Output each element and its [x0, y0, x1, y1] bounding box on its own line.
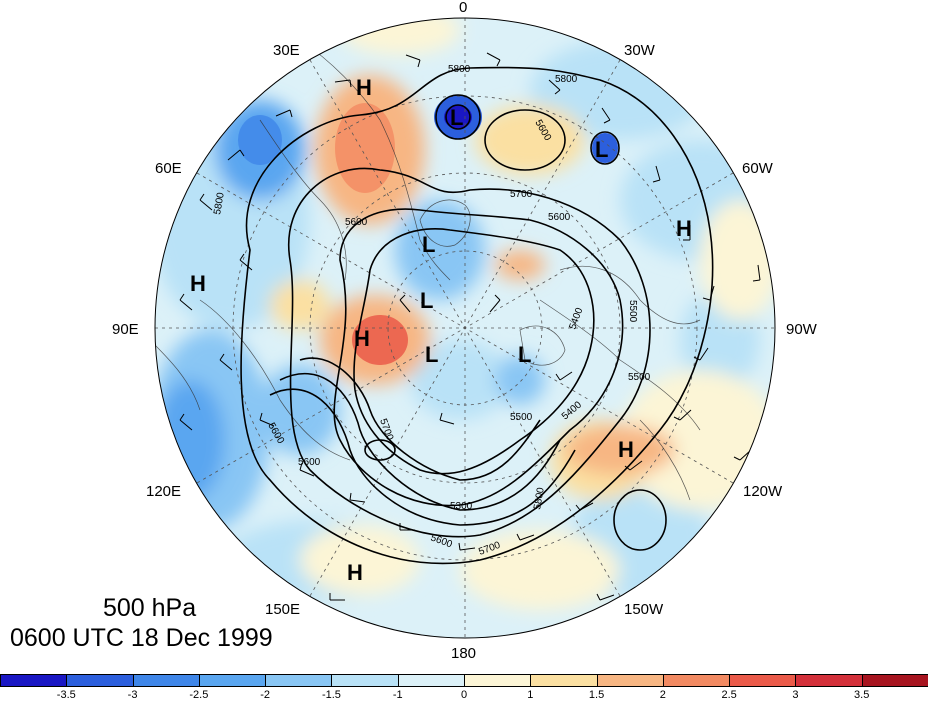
contour-label: 5500	[627, 300, 638, 323]
low-pressure-marker: L	[595, 137, 608, 162]
contour-label: 5800	[555, 74, 578, 85]
colorbar-tick-label: 0	[460, 689, 468, 701]
colorbar: -3.5 -3 -2.5 -2 -1.5 -1 0 1 1.5 2 2.5 3 3.5	[0, 674, 928, 702]
lon-label-60w: 60W	[742, 160, 774, 177]
lon-label-30e: 30E	[273, 42, 300, 59]
pressure-centers: H L L L L H H L H H H L H L	[190, 75, 692, 585]
low-pressure-marker: L	[422, 232, 435, 257]
colorbar-tick-label: -1	[392, 689, 403, 701]
high-pressure-marker: H	[347, 560, 363, 585]
high-pressure-marker: H	[618, 437, 634, 462]
colorbar-swatch	[397, 674, 465, 687]
contour-label: 5500	[510, 412, 533, 423]
valid-time: 0600 UTC 18 Dec 1999	[10, 624, 273, 652]
contour-label: 5700	[510, 189, 533, 200]
lon-label-60e: 60E	[155, 160, 182, 177]
colorbar-swatch	[132, 674, 200, 687]
colorbar-swatch	[662, 674, 731, 687]
colorbar-tick-label: -3.5	[56, 689, 76, 701]
high-pressure-marker: H	[356, 75, 372, 100]
map-boundary	[154, 17, 776, 639]
colorbar-swatch	[596, 674, 664, 687]
lon-label-30w: 30W	[624, 42, 656, 59]
colorbar-swatch	[795, 674, 863, 687]
lon-label-180: 180	[451, 645, 476, 662]
colorbar-tick-label: -1.5	[321, 689, 341, 701]
lon-label-150w: 150W	[624, 601, 664, 618]
high-pressure-marker: H	[190, 271, 206, 296]
high-pressure-marker: H	[354, 326, 370, 351]
colorbar-swatch	[66, 674, 134, 687]
colorbar-tick-label: 3	[792, 689, 799, 701]
contour-label: 5800	[532, 486, 547, 510]
contour-label: 5300	[450, 501, 473, 512]
high-pressure-marker: H	[676, 216, 692, 241]
contour-label: 5800	[212, 191, 227, 215]
polar-map: 5800 5800 5600 5700 5600 5500 5400 5500 …	[112, 0, 818, 662]
low-pressure-marker: L	[420, 288, 433, 313]
contour-label: 5600	[345, 217, 368, 228]
contour-label: 5600	[548, 212, 571, 223]
pressure-level: 500 hPa	[103, 594, 197, 622]
longitude-labels: 0 30W 60W 90W 120W 150W 180 150E 120E 90…	[112, 0, 818, 662]
lon-label-120e: 120E	[146, 483, 181, 500]
lon-label-90e: 90E	[112, 321, 139, 338]
colorbar-tick-label: -2.5	[189, 689, 209, 701]
colorbar-tick-label: -3	[127, 689, 138, 701]
low-pressure-marker: L	[425, 342, 438, 367]
coastlines	[155, 39, 701, 501]
colorbar-tick-label: -2	[260, 689, 271, 701]
colorbar-swatch	[729, 674, 797, 687]
colorbar-swatch	[464, 674, 532, 687]
colorbar-swatch	[331, 674, 399, 687]
colorbar-tick-label: 3.5	[854, 689, 870, 701]
colorbar-swatch	[265, 674, 333, 687]
low-pressure-marker: L	[450, 105, 463, 130]
colorbar-swatch	[530, 674, 598, 687]
height-contours	[240, 66, 714, 565]
lon-label-150e: 150E	[265, 601, 300, 618]
colorbar-swatch	[0, 674, 68, 687]
colorbar-swatch	[198, 674, 267, 687]
contour-label: 5500	[628, 372, 651, 383]
colorbar-tick-label: 2	[659, 689, 666, 701]
contour-label: 5600	[298, 457, 321, 468]
graticule	[155, 18, 775, 638]
lon-label-90w: 90W	[786, 321, 818, 338]
contour-label: 5800	[448, 64, 471, 75]
colorbar-tick-label: 1.5	[588, 689, 605, 701]
colorbar-tick-label: 1	[527, 689, 534, 701]
lon-label-0: 0	[459, 0, 467, 16]
low-pressure-marker: L	[518, 342, 531, 367]
colorbar-swatch	[861, 674, 928, 687]
lon-label-120w: 120W	[743, 483, 783, 500]
colorbar-tick-label: 2.5	[721, 689, 737, 701]
